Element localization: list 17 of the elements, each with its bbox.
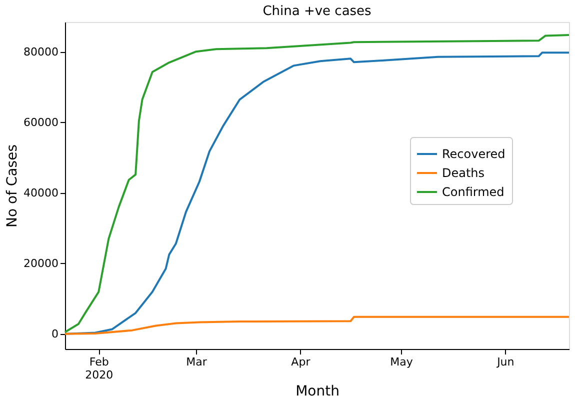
y-tick-label: 60000 [24,116,58,129]
chart-title: China +ve cases [262,4,372,19]
legend-label: Deaths [442,166,485,180]
legend-label: Confirmed [442,185,504,199]
legend-label: Recovered [442,147,506,161]
x-tick-label: Feb 2020 [85,356,114,382]
x-tick-label: Mar [186,356,208,368]
y-tick-label: 20000 [24,256,58,270]
y-axis-title: No of Cases [4,144,21,228]
x-tick-label: Apr [291,356,311,368]
x-tick-label: May [390,356,414,368]
line-series [64,316,570,335]
y-tick-label: 40000 [24,186,58,200]
y-tick-label: 0 [52,327,58,340]
x-tick-label: Jun [496,356,514,368]
y-tick-label: 80000 [24,45,58,58]
x-axis-title: Month [296,384,340,400]
